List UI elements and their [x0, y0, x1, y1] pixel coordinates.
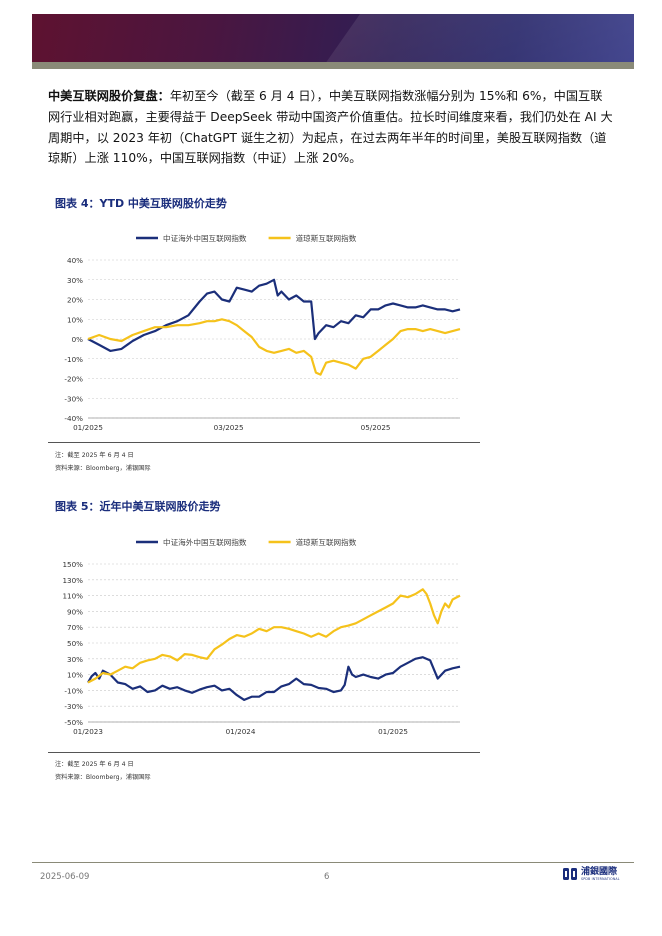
company-logo: 浦銀國際 SPDB INTERNATIONAL: [562, 866, 620, 882]
logo-chinese: 浦銀國際: [581, 867, 618, 877]
figure5-title: 图表 5：近年中美互联网股价走势: [55, 500, 221, 513]
y-tick-label: -20%: [64, 375, 83, 384]
y-tick-label: 0%: [72, 335, 84, 344]
footer-divider: [32, 862, 634, 863]
y-tick-label: 40%: [67, 256, 83, 265]
x-tick-label: 03/2025: [214, 423, 244, 432]
x-tick-label: 01/2023: [73, 727, 103, 736]
y-tick-label: -30%: [64, 702, 83, 711]
y-tick-label: 30%: [67, 276, 83, 285]
y-tick-label: 10%: [67, 315, 83, 324]
y-tick-label: -10%: [64, 355, 83, 364]
series-line-china-internet: [87, 656, 461, 701]
logo-english: SPDB INTERNATIONAL: [581, 877, 620, 881]
figure4-chart-box: 40% 30% 20% 10% 0% -10% -20% -30% -40% 01/2025 03/…: [48, 220, 480, 443]
y-tick-label: -40%: [64, 414, 83, 423]
figure4-source: 资料来源：Bloomberg，浦银国际: [55, 465, 151, 472]
figure5-source: 资料来源：Bloomberg，浦银国际: [55, 774, 151, 781]
x-tick-label: 01/2024: [226, 727, 256, 736]
series-line-dow-jones-internet: [87, 588, 461, 684]
legend-label: 道琼斯互联网指数: [296, 537, 357, 547]
series-line-china-internet: [87, 278, 461, 352]
y-tick-label: -50%: [64, 718, 83, 727]
legend-label: 道琼斯互联网指数: [296, 233, 357, 243]
logo-mark-icon: [563, 868, 577, 880]
figure5-note: 注：截至 2025 年 6 月 4 日: [55, 761, 134, 768]
y-tick-label: -30%: [64, 394, 83, 403]
y-tick-label: 90%: [67, 607, 83, 616]
paragraph-lead: 中美互联网股价复盘：: [48, 89, 170, 103]
x-tick-label: 05/2025: [361, 423, 391, 432]
header-divider: [32, 62, 634, 69]
y-tick-label: 130%: [62, 576, 83, 585]
figure4-chart: 40% 30% 20% 10% 0% -10% -20% -30% -40%01/2025 03/…: [64, 233, 461, 432]
figure4-title: 图表 4：YTD 中美互联网股价走势: [55, 197, 227, 210]
series-line-dow-jones-internet: [87, 318, 461, 376]
header-banner: [32, 14, 634, 62]
figure5-chart: 150%130%110%90%70%50%30%10%-10%-30%-50%0…: [62, 537, 461, 736]
page-number: 6: [324, 872, 330, 882]
y-tick-label: 110%: [62, 592, 83, 601]
figure5-chart-box: 150% 130% 110% 90% 70% 50% 30% 10% -10% -30% -50% 0…: [48, 524, 480, 753]
x-tick-label: 01/2025: [73, 423, 103, 432]
y-tick-label: 50%: [67, 639, 83, 648]
legend-label: 中证海外中国互联网指数: [163, 537, 247, 547]
y-tick-label: -10%: [64, 686, 83, 695]
x-tick-label: 01/2025: [378, 727, 408, 736]
y-tick-label: 150%: [62, 560, 83, 569]
paragraph-body: 年初至今（截至 6 月 4 日），中美互联网指数涨幅分别为 15%和 6%，中国…: [48, 89, 613, 166]
y-tick-label: 30%: [67, 655, 83, 664]
y-tick-label: 70%: [67, 623, 83, 632]
y-tick-label: 10%: [67, 671, 83, 680]
y-tick-label: 20%: [67, 296, 83, 305]
review-paragraph: 中美互联网股价复盘：年初至今（截至 6 月 4 日），中美互联网指数涨幅分别为 …: [48, 86, 614, 169]
figure4-note: 注：截至 2025 年 6 月 4 日: [55, 452, 134, 459]
legend-label: 中证海外中国互联网指数: [163, 233, 247, 243]
footer-date: 2025-06-09: [40, 872, 90, 882]
